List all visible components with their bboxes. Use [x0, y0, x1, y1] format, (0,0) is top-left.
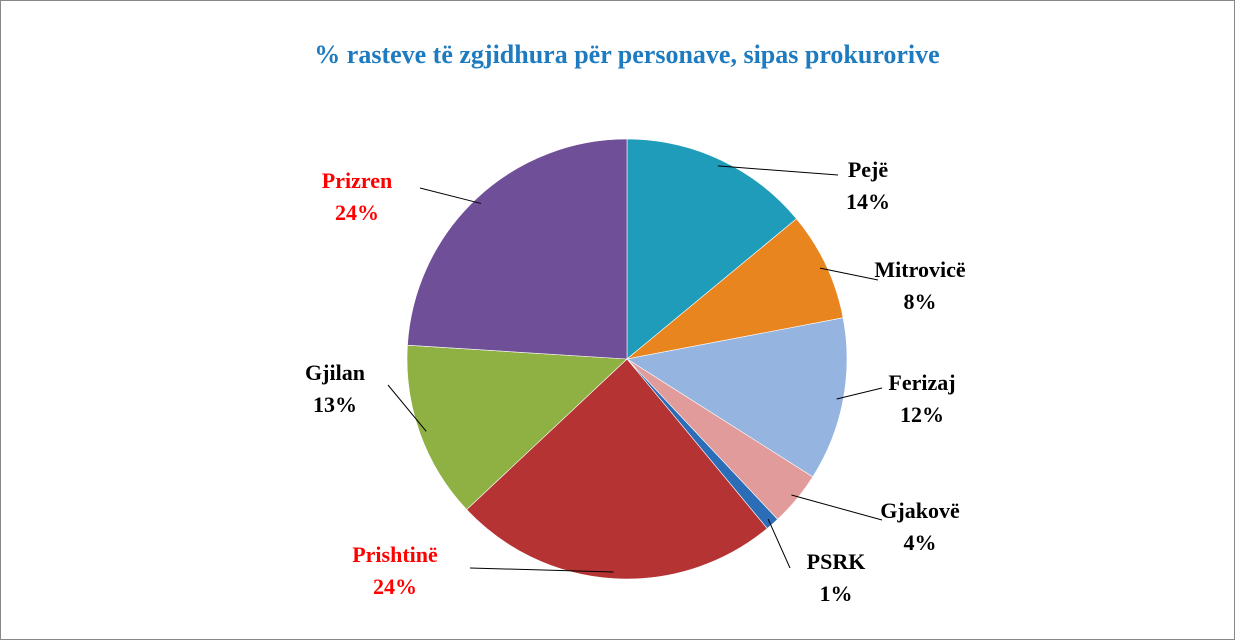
- pie-slice: [626, 138, 797, 360]
- pie-slice: [407, 138, 628, 360]
- slice-label: Prishtinë: [352, 542, 438, 567]
- slice-label: Prizren: [322, 168, 392, 193]
- leader-line: [419, 187, 482, 204]
- slice-value: 8%: [904, 289, 937, 314]
- leader-line: [717, 165, 839, 176]
- leader-line: [836, 387, 883, 400]
- slice-value: 4%: [904, 530, 937, 555]
- leader-line: [469, 567, 614, 573]
- leader-line: [387, 384, 427, 432]
- slice-value: 14%: [846, 189, 890, 214]
- slice-value: 12%: [900, 402, 944, 427]
- pie-slice: [406, 344, 628, 511]
- slice-label: Pejë: [848, 157, 889, 182]
- slice-value: 24%: [335, 200, 379, 225]
- slice-value: 13%: [313, 392, 357, 417]
- leader-line: [819, 267, 879, 281]
- slice-value: 1%: [820, 581, 853, 606]
- slice-label: Mitrovicë: [874, 257, 965, 282]
- chart-title: % rasteve të zgjidhura për personave, si…: [314, 40, 939, 69]
- slice-label: Ferizaj: [888, 370, 955, 395]
- slice-value: 24%: [373, 574, 417, 599]
- leader-line: [767, 518, 791, 569]
- leader-line: [791, 494, 883, 521]
- slice-label: PSRK: [807, 549, 866, 574]
- pie-slice: [466, 358, 768, 580]
- pie-slice: [626, 218, 844, 360]
- pie-slice: [626, 317, 848, 478]
- slice-label: Gjilan: [305, 360, 365, 385]
- slice-label: Gjakovë: [880, 498, 960, 523]
